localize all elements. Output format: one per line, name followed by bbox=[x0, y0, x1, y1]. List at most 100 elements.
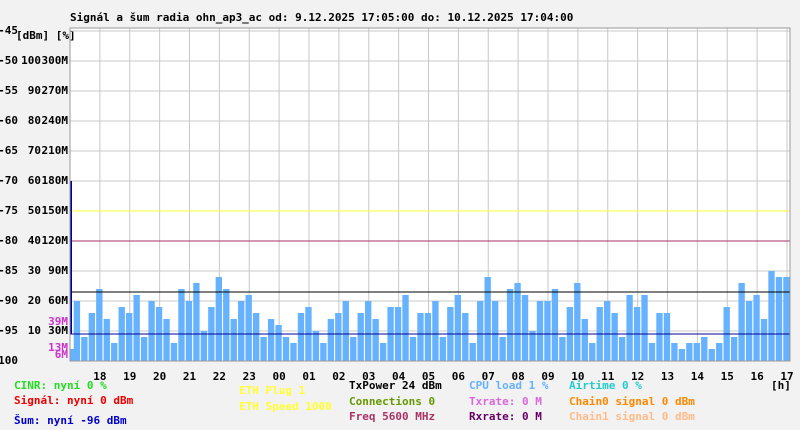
y-tick-label: -90 bbox=[0, 294, 18, 307]
legend-entry: Connections 0 bbox=[349, 395, 435, 408]
y3-tick-label: 180M bbox=[42, 174, 69, 187]
bar bbox=[506, 289, 514, 361]
bar bbox=[148, 301, 155, 361]
bar bbox=[678, 349, 686, 361]
bar bbox=[462, 313, 469, 361]
y2-tick-label: 50 bbox=[28, 204, 41, 217]
bar bbox=[365, 301, 372, 361]
y2-tick-label: 90 bbox=[28, 84, 41, 97]
y-header: [dBm] [%] bbox=[16, 29, 76, 42]
legend-entry: Rxrate: 0 M bbox=[469, 410, 542, 423]
x-tick-label: 21 bbox=[183, 370, 197, 383]
bar bbox=[185, 301, 193, 361]
y-tick-label: -80 bbox=[0, 234, 18, 247]
bar bbox=[238, 301, 245, 361]
x-tick-label: 23 bbox=[243, 370, 256, 383]
bar bbox=[350, 337, 357, 361]
bar bbox=[275, 325, 282, 361]
bar bbox=[618, 337, 626, 361]
bar bbox=[111, 343, 118, 361]
bar bbox=[200, 331, 208, 361]
plot-area bbox=[70, 28, 790, 361]
bar bbox=[417, 313, 424, 361]
legend-entry: Freq 5600 MHz bbox=[349, 410, 435, 423]
x-tick-label: 01 bbox=[302, 370, 316, 383]
bar bbox=[611, 313, 618, 361]
y-tick-label: -60 bbox=[0, 114, 18, 127]
bar bbox=[252, 313, 260, 361]
bar bbox=[626, 295, 633, 361]
rate-marker-label: 39M bbox=[48, 315, 68, 328]
x-tick-label: 05 bbox=[422, 370, 435, 383]
bar bbox=[178, 289, 185, 361]
bar bbox=[514, 283, 521, 361]
legend-entry: Txrate: 0 M bbox=[469, 395, 542, 408]
bar bbox=[290, 343, 297, 361]
bar bbox=[760, 319, 768, 361]
x-tick-label: 02 bbox=[332, 370, 345, 383]
bar bbox=[469, 343, 476, 361]
y3-tick-label: 30M bbox=[48, 324, 68, 337]
bar bbox=[88, 313, 96, 361]
y2-tick-label: 80 bbox=[28, 114, 41, 127]
bar bbox=[454, 295, 461, 361]
bar bbox=[245, 295, 252, 361]
rate-marker-label: 6M bbox=[55, 348, 69, 361]
bar bbox=[140, 337, 148, 361]
x-tick-label: 20 bbox=[153, 370, 166, 383]
legend-entry: Šum: nyní -96 dBm bbox=[14, 414, 127, 427]
bar bbox=[745, 301, 753, 361]
x-tick-label: 12 bbox=[631, 370, 644, 383]
x-tick-label: 18 bbox=[93, 370, 106, 383]
bar bbox=[223, 289, 230, 361]
y3-tick-label: 270M bbox=[42, 84, 69, 97]
bar bbox=[260, 337, 267, 361]
x-tick-label: 16 bbox=[751, 370, 765, 383]
y-tick-label: -85 bbox=[0, 264, 18, 277]
bar bbox=[163, 319, 170, 361]
legend-entry: Airtime 0 % bbox=[569, 379, 642, 392]
bar bbox=[327, 319, 335, 361]
bar bbox=[193, 283, 200, 361]
chart-title: Signál a šum radia ohn_ap3_ac od: 9.12.2… bbox=[70, 11, 573, 24]
bar bbox=[648, 343, 656, 361]
bar bbox=[716, 343, 723, 361]
bar bbox=[215, 277, 222, 361]
bar bbox=[656, 313, 663, 361]
bar bbox=[342, 301, 349, 361]
bar bbox=[126, 313, 133, 361]
y-tick-label: -55 bbox=[0, 84, 18, 97]
bar bbox=[708, 349, 715, 361]
x-tick-label: 04 bbox=[392, 370, 406, 383]
y3-tick-label: 300M bbox=[42, 54, 69, 67]
bar bbox=[701, 337, 708, 361]
x-tick-label: 00 bbox=[273, 370, 286, 383]
legend-entry: ETH Speed 1000 bbox=[239, 400, 332, 413]
bar bbox=[783, 277, 790, 361]
bar bbox=[589, 343, 596, 361]
legend-entry: CINR: nyní 0 % bbox=[14, 379, 107, 392]
bar bbox=[730, 337, 738, 361]
plot-frame bbox=[69, 27, 791, 362]
bar bbox=[267, 319, 275, 361]
bar bbox=[663, 313, 671, 361]
bar bbox=[753, 295, 760, 361]
y-tick-label: -100 bbox=[0, 354, 18, 367]
bar bbox=[604, 301, 611, 361]
bar bbox=[693, 343, 700, 361]
bar bbox=[439, 337, 447, 361]
bar bbox=[574, 283, 581, 361]
x-tick-label: 08 bbox=[512, 370, 525, 383]
bar bbox=[70, 349, 77, 361]
y-tick-label: -75 bbox=[0, 204, 18, 217]
y2-tick-label: 30 bbox=[28, 264, 41, 277]
x-tick-label: 09 bbox=[541, 370, 554, 383]
x-tick-label: 11 bbox=[601, 370, 615, 383]
bar bbox=[499, 337, 506, 361]
x-axis-label: [h] bbox=[771, 379, 791, 392]
y3-tick-label: 60M bbox=[48, 294, 68, 307]
bar bbox=[170, 343, 178, 361]
x-tick-label: 19 bbox=[123, 370, 136, 383]
bar bbox=[96, 289, 103, 361]
